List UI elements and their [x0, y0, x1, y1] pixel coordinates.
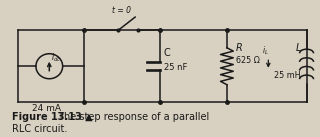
Text: 24 mA: 24 mA — [32, 104, 60, 113]
Text: RLC circuit.: RLC circuit. — [12, 124, 67, 134]
Text: Figure 13.13 ▲: Figure 13.13 ▲ — [12, 112, 92, 122]
Text: t = 0: t = 0 — [112, 6, 131, 15]
Text: L: L — [295, 43, 301, 53]
Text: The step response of a parallel: The step response of a parallel — [55, 112, 209, 122]
Text: R: R — [236, 43, 243, 53]
Text: C: C — [164, 48, 171, 58]
Text: 625 Ω: 625 Ω — [236, 56, 260, 65]
Text: 25 mH: 25 mH — [274, 71, 301, 80]
Text: 25 nF: 25 nF — [164, 63, 187, 72]
Text: $I_{dc}$: $I_{dc}$ — [51, 51, 61, 64]
Text: $i_L$: $i_L$ — [262, 45, 269, 57]
